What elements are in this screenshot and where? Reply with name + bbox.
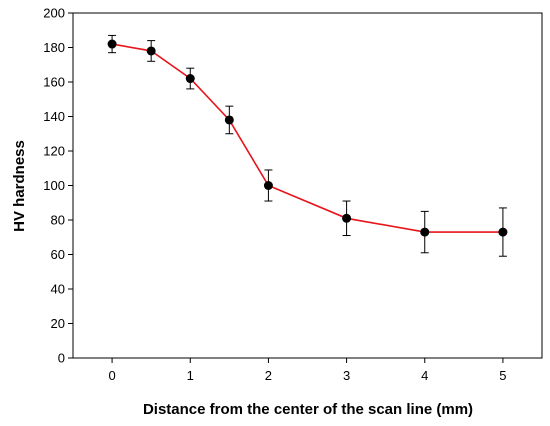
x-tick-label: 0 bbox=[108, 368, 115, 383]
y-tick-label: 0 bbox=[58, 351, 65, 366]
data-point bbox=[342, 213, 352, 223]
y-axis-ticks: 0 20 40 60 80 100 120 140 160 180 200 bbox=[43, 6, 73, 366]
data-point bbox=[420, 227, 430, 237]
data-point bbox=[107, 39, 117, 49]
y-tick-label: 160 bbox=[43, 75, 65, 90]
x-tick-label: 4 bbox=[421, 368, 428, 383]
y-tick-label: 140 bbox=[43, 109, 65, 124]
series-line bbox=[111, 43, 503, 233]
x-tick-label: 5 bbox=[499, 368, 506, 383]
y-tick-label: 40 bbox=[51, 282, 65, 297]
y-tick-label: 200 bbox=[43, 6, 65, 21]
x-tick-label: 1 bbox=[187, 368, 194, 383]
y-axis-label: HV hardness bbox=[11, 140, 28, 232]
x-tick-label: 2 bbox=[265, 368, 272, 383]
y-tick-label: 180 bbox=[43, 40, 65, 55]
x-axis-label: Distance from the center of the scan lin… bbox=[143, 401, 473, 418]
data-point bbox=[224, 115, 234, 125]
y-tick-label: 120 bbox=[43, 144, 65, 159]
data-point bbox=[263, 181, 273, 190]
y-tick-label: 60 bbox=[51, 247, 65, 262]
data-point bbox=[185, 74, 195, 84]
plot-series bbox=[107, 34, 508, 257]
plot-frame bbox=[72, 12, 543, 359]
data-point bbox=[498, 227, 508, 237]
data-point bbox=[146, 46, 156, 56]
y-tick-label: 20 bbox=[51, 316, 65, 331]
y-tick-label: 80 bbox=[51, 213, 65, 228]
x-axis-ticks: 0 1 2 3 4 5 bbox=[108, 358, 507, 383]
x-tick-label: 3 bbox=[343, 368, 350, 383]
y-tick-label: 100 bbox=[43, 178, 65, 193]
